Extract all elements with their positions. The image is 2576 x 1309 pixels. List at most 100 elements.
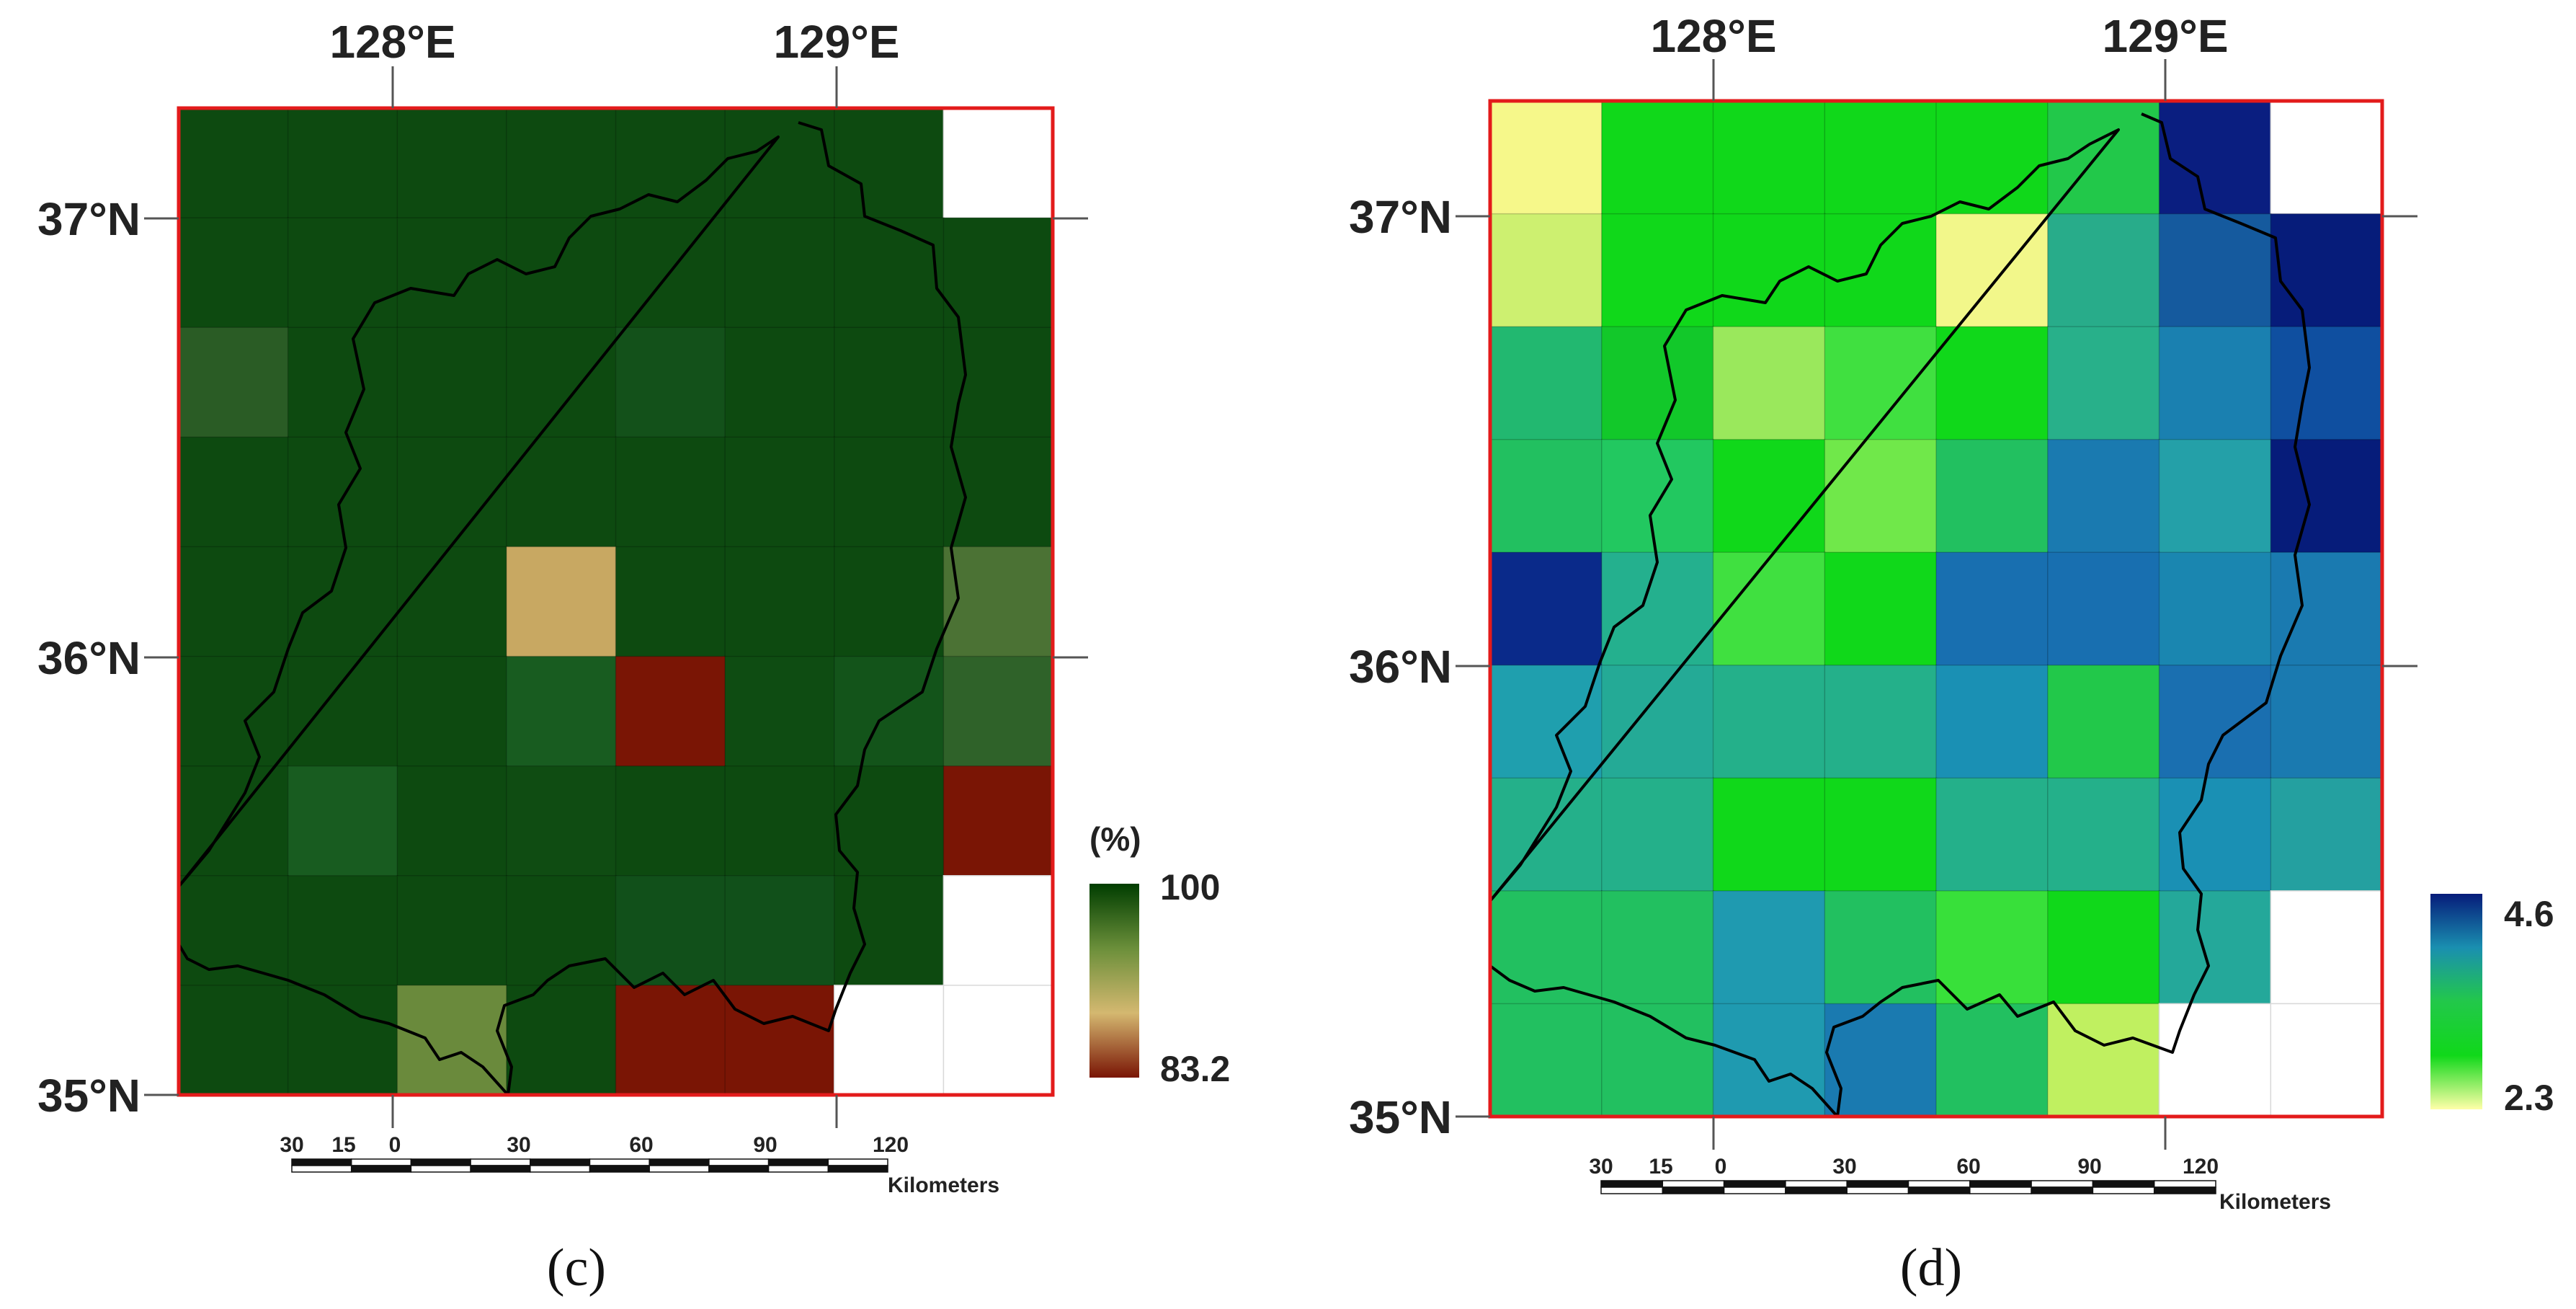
panel-c: 128°E 129°E 37°N 36°N 35°N 30 15 0 30 60… [37, 16, 1230, 1297]
scale-seg-top-d-8 [2092, 1180, 2155, 1188]
scale-tick-label-c-4: 60 [629, 1133, 653, 1157]
grid-cell-c-2-1 [287, 327, 398, 438]
scale-seg-bottom-d-8 [2092, 1186, 2155, 1194]
plot-frame-c [177, 106, 1055, 1097]
scale-seg-bottom-c-3 [470, 1165, 531, 1173]
legend-min-label-c: 83.2 [1160, 1049, 1230, 1089]
lat-label-35-d: 35°N [1349, 1091, 1452, 1143]
grid-cell-c-0-2 [396, 107, 508, 219]
grid-cell-c-4-7 [942, 546, 1054, 657]
graticule-ticks-d [1456, 59, 2417, 1150]
grid-cell-d-3-1 [1601, 438, 1714, 554]
legend-d: 4.6 2.3 [2430, 894, 2554, 1118]
grid-cell-d-0-6 [2158, 100, 2272, 215]
grid-cells-c [178, 107, 1054, 1096]
grid-cell-c-3-4 [615, 436, 726, 548]
grid-cell-c-7-0 [178, 875, 289, 987]
grid-cell-d-5-2 [1712, 665, 1826, 779]
grid-cell-c-6-3 [506, 765, 617, 877]
grid-cell-c-4-1 [287, 546, 398, 657]
panel-caption-c: (c) [547, 1238, 606, 1297]
grid-cells-d [1489, 100, 2384, 1118]
grid-cell-d-7-6 [2158, 890, 2272, 1005]
grid-cell-d-1-0 [1489, 213, 1603, 328]
grid-cell-d-5-0 [1489, 665, 1603, 779]
scale-seg-bottom-c-6 [649, 1165, 710, 1173]
grid-cell-d-4-4 [1935, 551, 2049, 667]
scale-seg-bottom-d-1 [1662, 1186, 1725, 1194]
grid-cell-d-7-4 [1935, 890, 2049, 1005]
grid-cell-c-4-4 [615, 546, 726, 657]
grid-cell-c-2-3 [506, 327, 617, 438]
grid-cell-d-2-1 [1601, 326, 1714, 441]
grid-cell-d-4-2 [1712, 551, 1826, 667]
grid-cell-c-8-2 [396, 985, 508, 1096]
grid-cell-c-5-5 [724, 655, 836, 768]
scale-seg-top-d-5 [1907, 1180, 1971, 1188]
grid-cell-c-1-2 [396, 217, 508, 329]
scale-seg-top-c-0 [291, 1158, 352, 1166]
scale-seg-bottom-d-2 [1723, 1186, 1786, 1194]
grid-cell-d-7-0 [1489, 890, 1603, 1005]
grid-cell-d-6-5 [2047, 777, 2160, 892]
grid-cell-c-0-0 [178, 107, 289, 219]
grid-cell-d-8-4 [1935, 1003, 2049, 1118]
grid-cell-c-5-2 [396, 655, 508, 768]
lat-label-37-c: 37°N [37, 193, 141, 245]
lat-label-37-d: 37°N [1349, 191, 1452, 243]
grid-cell-d-1-5 [2047, 213, 2160, 328]
grid-cell-d-3-3 [1824, 438, 1938, 554]
grid-cell-d-0-0 [1489, 100, 1603, 215]
grid-cell-d-5-6 [2158, 665, 2272, 779]
scale-bar-segments-d [1600, 1180, 2216, 1194]
grid-cell-d-5-4 [1935, 665, 2049, 779]
legend-max-label-c: 100 [1160, 867, 1220, 908]
grid-cell-c-3-3 [506, 436, 617, 548]
scale-tick-label-d-1: 15 [1649, 1155, 1672, 1179]
grid-cell-d-5-1 [1601, 665, 1714, 779]
grid-cell-d-4-0 [1489, 551, 1603, 667]
scale-seg-bottom-d-7 [2031, 1186, 2094, 1194]
grid-cell-c-4-0 [178, 546, 289, 657]
grid-cell-c-6-4 [615, 765, 726, 877]
grid-cell-d-3-0 [1489, 438, 1603, 554]
grid-cell-d-8-5 [2047, 1003, 2160, 1118]
grid-cell-d-4-7 [2270, 551, 2384, 667]
grid-cell-d-3-6 [2158, 438, 2272, 554]
grid-cell-c-3-7 [942, 436, 1054, 548]
grid-cell-c-2-0 [178, 327, 289, 438]
grid-cell-c-2-2 [396, 327, 508, 438]
grid-cell-c-5-3 [506, 655, 617, 768]
grid-cell-c-2-4 [615, 327, 726, 438]
scale-tick-label-d-0: 30 [1589, 1155, 1613, 1179]
grid-cell-c-0-7 [942, 107, 1054, 219]
scale-tick-label-d-4: 60 [1956, 1155, 1980, 1179]
scale-seg-top-d-2 [1723, 1180, 1786, 1188]
grid-cell-c-8-4 [615, 985, 726, 1096]
scale-unit-label-d: Kilometers [2219, 1190, 2331, 1214]
grid-cell-c-1-0 [178, 217, 289, 329]
scale-seg-top-c-5 [589, 1158, 650, 1166]
grid-cell-c-5-6 [834, 655, 945, 768]
scale-tick-label-c-3: 30 [507, 1133, 530, 1157]
grid-cell-d-7-2 [1712, 890, 1826, 1005]
scale-seg-top-d-7 [2031, 1180, 2094, 1188]
grid-cell-d-3-5 [2047, 438, 2160, 554]
grid-cell-d-2-5 [2047, 326, 2160, 441]
grid-cell-c-1-1 [287, 217, 398, 329]
scale-seg-bottom-d-9 [2153, 1186, 2216, 1194]
grid-cell-d-7-3 [1824, 890, 1938, 1005]
scale-seg-bottom-c-4 [530, 1165, 591, 1173]
grid-cell-d-6-7 [2270, 777, 2384, 892]
grid-cell-c-3-2 [396, 436, 508, 548]
grid-cell-c-1-5 [724, 217, 836, 329]
grid-cell-c-7-1 [287, 875, 398, 987]
scale-seg-top-c-9 [827, 1158, 888, 1166]
grid-cell-c-0-1 [287, 107, 398, 219]
grid-cell-c-7-4 [615, 875, 726, 987]
scale-seg-bottom-d-0 [1600, 1186, 1664, 1194]
grid-cell-c-6-0 [178, 765, 289, 877]
grid-cell-c-4-3 [506, 546, 617, 657]
scale-tick-label-d-3: 30 [1832, 1155, 1856, 1179]
legend-colorbar-c [1089, 884, 1139, 1078]
